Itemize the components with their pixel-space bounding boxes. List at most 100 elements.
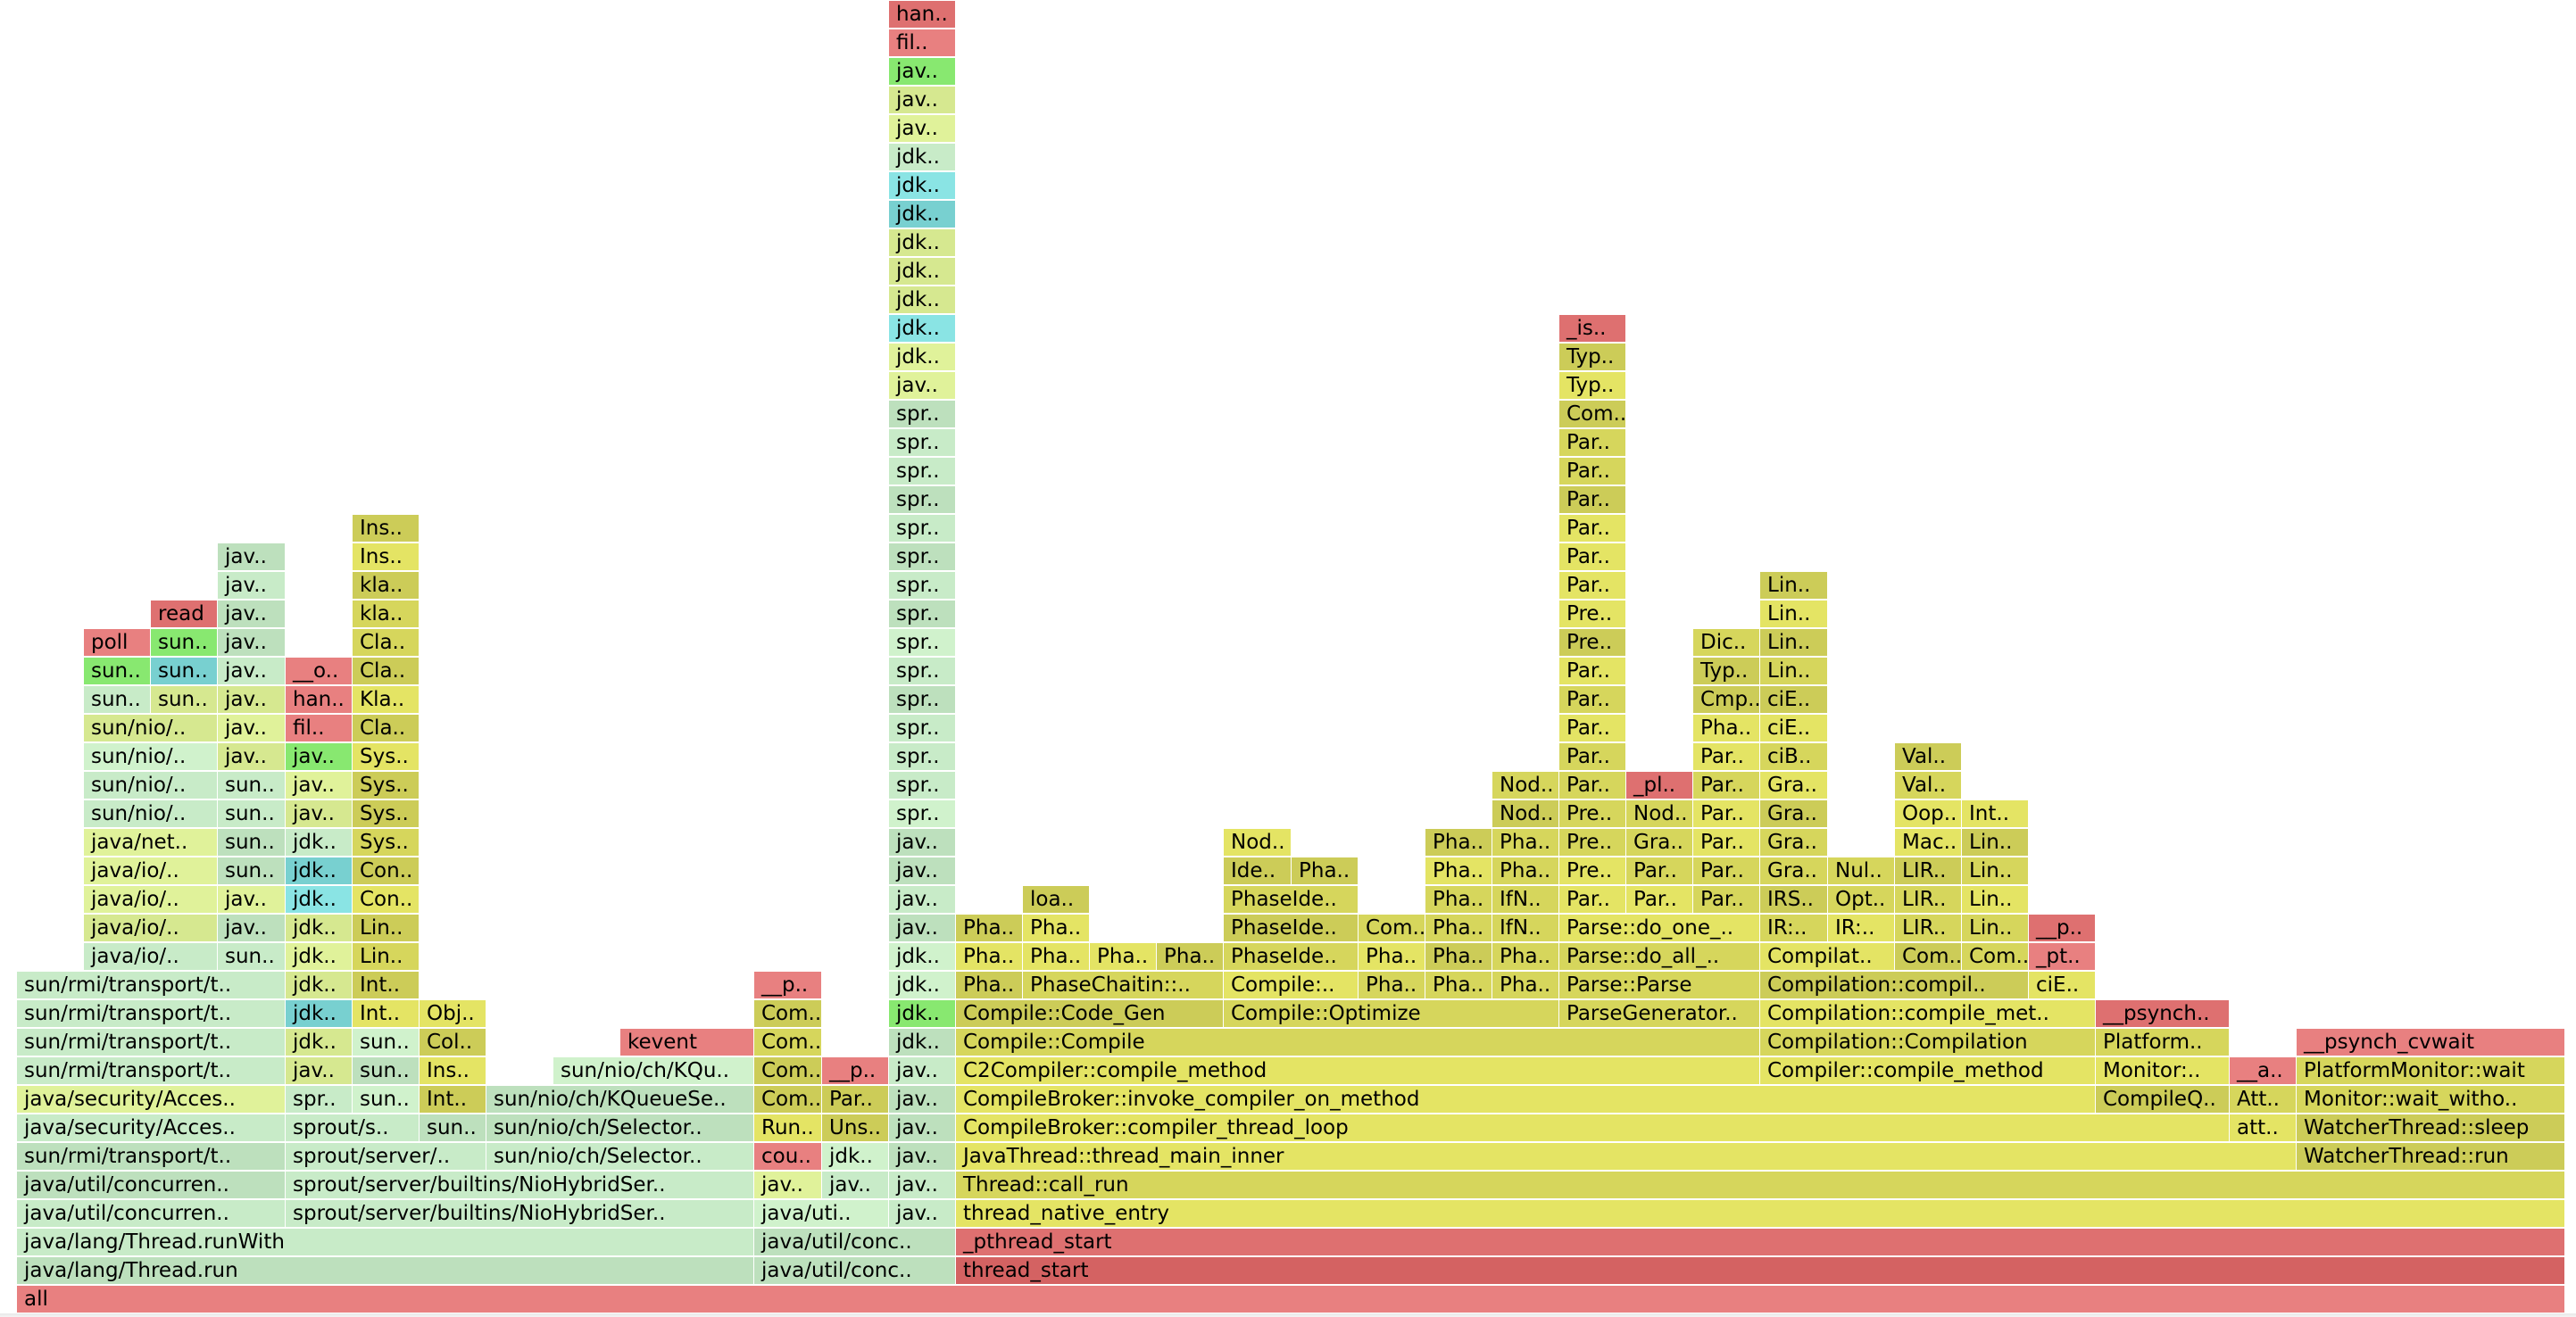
flame-frame[interactable]: ciE..: [1760, 715, 1827, 741]
flame-frame[interactable]: sun..: [218, 857, 285, 884]
flame-frame[interactable]: Pha..: [1492, 943, 1558, 970]
flame-frame[interactable]: jav..: [889, 115, 955, 142]
flame-frame[interactable]: ciE..: [1760, 686, 1827, 713]
flame-frame[interactable]: jdk..: [286, 886, 352, 913]
flame-frame[interactable]: Gra..: [1760, 857, 1827, 884]
flame-frame[interactable]: CompileBroker::compiler_thread_loop: [956, 1114, 2229, 1141]
flame-frame[interactable]: java/util/concurren..: [17, 1172, 285, 1198]
flame-frame[interactable]: java/util/conc..: [754, 1257, 955, 1284]
flame-frame[interactable]: Compilation::Compilation: [1760, 1029, 2095, 1056]
flame-frame[interactable]: jav..: [889, 1114, 955, 1141]
flame-frame[interactable]: sun..: [84, 686, 150, 713]
flame-frame[interactable]: Pha..: [1023, 915, 1089, 941]
flame-frame[interactable]: java/lang/Thread.run: [17, 1257, 753, 1284]
flame-frame[interactable]: Typ..: [1559, 344, 1625, 370]
flame-frame[interactable]: spr..: [889, 658, 955, 684]
flame-frame[interactable]: IR:..: [1760, 915, 1827, 941]
flame-frame[interactable]: jav..: [218, 686, 285, 713]
flame-frame[interactable]: sun/nio/..: [84, 800, 217, 827]
flame-frame[interactable]: sun..: [218, 829, 285, 856]
flame-frame[interactable]: jdk..: [889, 344, 955, 370]
flame-frame[interactable]: jav..: [822, 1172, 888, 1198]
flame-frame[interactable]: han..: [286, 686, 352, 713]
flame-frame[interactable]: _pt..: [2029, 943, 2095, 970]
flame-frame[interactable]: Pre..: [1559, 800, 1625, 827]
flame-frame[interactable]: Par..: [1693, 829, 1759, 856]
flame-frame[interactable]: Par..: [822, 1086, 888, 1113]
flame-frame[interactable]: Gra..: [1760, 829, 1827, 856]
flame-frame[interactable]: java/io/..: [84, 915, 217, 941]
flame-frame[interactable]: Con..: [353, 886, 419, 913]
flame-frame[interactable]: Pre..: [1559, 601, 1625, 627]
flame-frame[interactable]: sun..: [84, 658, 150, 684]
flame-frame[interactable]: Nod..: [1626, 800, 1692, 827]
flame-frame[interactable]: __o..: [286, 658, 352, 684]
flame-frame[interactable]: Par..: [1559, 572, 1625, 599]
flame-frame[interactable]: sun..: [218, 800, 285, 827]
flame-frame[interactable]: jdk..: [889, 201, 955, 228]
flame-frame[interactable]: jav..: [889, 1172, 955, 1198]
flame-frame[interactable]: __a..: [2230, 1057, 2296, 1084]
flame-frame[interactable]: jav..: [286, 800, 352, 827]
flame-frame[interactable]: PhaseIde..: [1224, 943, 1358, 970]
flame-frame[interactable]: sun..: [151, 629, 217, 656]
flame-frame[interactable]: jdk..: [889, 1029, 955, 1056]
flame-frame[interactable]: Com..: [754, 1086, 821, 1113]
flame-frame[interactable]: Monitor::wait_witho..: [2297, 1086, 2564, 1113]
flame-frame[interactable]: Pha..: [1693, 715, 1759, 741]
flame-frame[interactable]: Cla..: [353, 629, 419, 656]
flame-frame[interactable]: __p..: [2029, 915, 2095, 941]
flame-frame[interactable]: Lin..: [1760, 629, 1827, 656]
flame-frame[interactable]: jav..: [218, 629, 285, 656]
flame-frame[interactable]: spr..: [889, 429, 955, 456]
flame-frame[interactable]: Ins..: [420, 1057, 486, 1084]
flame-frame[interactable]: sun/nio/ch/Selector..: [486, 1114, 753, 1141]
flame-frame[interactable]: Com..: [754, 1000, 821, 1027]
flame-frame[interactable]: thread_start: [956, 1257, 2564, 1284]
flame-frame[interactable]: read: [151, 601, 217, 627]
flame-frame[interactable]: jdk..: [286, 857, 352, 884]
flame-frame[interactable]: Compilat..: [1760, 943, 1894, 970]
flame-frame[interactable]: Com..: [1962, 943, 2028, 970]
flame-frame[interactable]: spr..: [889, 772, 955, 799]
flame-frame[interactable]: Pha..: [1425, 915, 1492, 941]
flame-frame[interactable]: Gra..: [1760, 772, 1827, 799]
flame-frame[interactable]: Lin..: [1760, 601, 1827, 627]
flame-frame[interactable]: PlatformMonitor::wait: [2297, 1057, 2564, 1084]
flame-frame[interactable]: Pha..: [1425, 943, 1492, 970]
flame-frame[interactable]: jdk..: [889, 315, 955, 342]
flame-frame[interactable]: Compilation::compile_met..: [1760, 1000, 2095, 1027]
flame-frame[interactable]: Compiler::compile_method: [1760, 1057, 2095, 1084]
flame-frame[interactable]: IfN..: [1492, 886, 1558, 913]
flame-frame[interactable]: Int..: [353, 972, 419, 998]
flame-frame[interactable]: jdk..: [889, 144, 955, 170]
flame-frame[interactable]: Parse::do_all_..: [1559, 943, 1759, 970]
flame-frame[interactable]: jdk..: [286, 1029, 352, 1056]
flame-frame[interactable]: Pha..: [1023, 943, 1089, 970]
flame-frame[interactable]: kla..: [353, 601, 419, 627]
flame-frame[interactable]: Typ..: [1693, 658, 1759, 684]
flame-frame[interactable]: Lin..: [353, 943, 419, 970]
flame-frame[interactable]: Lin..: [1962, 857, 2028, 884]
flame-frame[interactable]: Pha..: [1292, 857, 1358, 884]
flame-frame[interactable]: Val..: [1895, 743, 1961, 770]
flame-frame[interactable]: sun/nio/..: [84, 743, 217, 770]
flame-frame[interactable]: spr..: [889, 601, 955, 627]
flame-frame[interactable]: jdk..: [889, 286, 955, 313]
flame-frame[interactable]: Nod..: [1492, 772, 1558, 799]
flame-frame[interactable]: java/uti..: [754, 1200, 888, 1227]
flame-frame[interactable]: Com..: [1359, 915, 1425, 941]
flame-frame[interactable]: Par..: [1559, 715, 1625, 741]
flame-frame[interactable]: Pha..: [956, 943, 1022, 970]
flame-frame[interactable]: Compilation::compil..: [1760, 972, 2028, 998]
flame-frame[interactable]: sun/nio/ch/KQueueSe..: [486, 1086, 753, 1113]
flame-frame[interactable]: sun..: [218, 772, 285, 799]
flame-frame[interactable]: Pha..: [1492, 829, 1558, 856]
flame-frame[interactable]: Com..: [1895, 943, 1961, 970]
flame-frame[interactable]: Cla..: [353, 658, 419, 684]
flame-frame[interactable]: att..: [2230, 1114, 2296, 1141]
flame-frame[interactable]: LIR..: [1895, 857, 1961, 884]
flame-frame[interactable]: Pha..: [1359, 972, 1425, 998]
flame-frame[interactable]: jav..: [889, 1086, 955, 1113]
flame-frame[interactable]: Att..: [2230, 1086, 2296, 1113]
